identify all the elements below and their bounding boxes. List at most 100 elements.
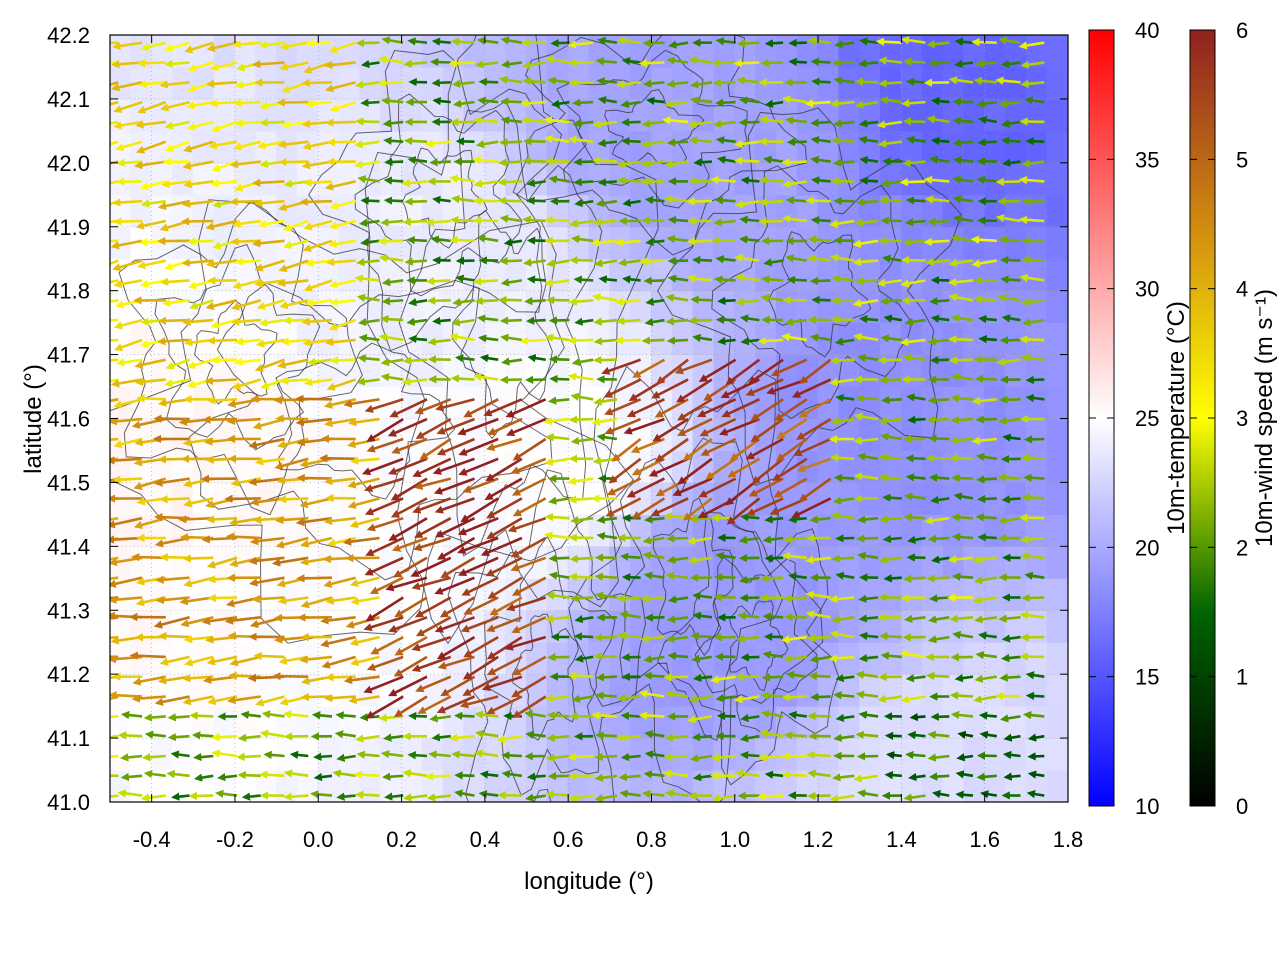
wind-arrow bbox=[977, 533, 997, 542]
temperature-cell bbox=[171, 705, 194, 739]
wind-arrow bbox=[883, 574, 902, 583]
temperature-cell bbox=[650, 258, 673, 292]
wind-arrow bbox=[597, 178, 618, 187]
temperature-cell bbox=[1046, 386, 1068, 419]
wind-arrow bbox=[381, 96, 404, 106]
temperature-cell bbox=[838, 130, 861, 164]
wind-arrow bbox=[519, 336, 546, 346]
temperature-cell bbox=[775, 290, 798, 324]
temperature-cell bbox=[984, 545, 1007, 579]
wind-arrow bbox=[594, 752, 617, 762]
temperature-cell bbox=[567, 449, 590, 483]
temperature-cell bbox=[734, 130, 757, 164]
wind-arrow bbox=[157, 316, 190, 325]
temperature-cell bbox=[567, 418, 590, 451]
temperature-colorbar-title: 10m-temperature (°C) bbox=[1163, 301, 1190, 535]
wind-arrow bbox=[828, 654, 855, 663]
temperature-cell bbox=[567, 705, 590, 739]
wind-arrow bbox=[1018, 215, 1045, 225]
wind-arrow bbox=[237, 770, 261, 780]
temperature-cell bbox=[713, 737, 736, 771]
wind-arrow bbox=[568, 78, 594, 88]
wind-arrow bbox=[711, 58, 736, 68]
wind-arrow bbox=[926, 574, 950, 583]
wind-arrow bbox=[805, 196, 831, 205]
wind-arrow bbox=[272, 672, 309, 681]
wind-arrow bbox=[757, 792, 784, 801]
wind-arrow bbox=[499, 316, 522, 325]
wind-arrow bbox=[666, 138, 689, 147]
wind-arrow bbox=[193, 752, 214, 762]
temperature-cell bbox=[630, 577, 652, 611]
temperature-cell bbox=[942, 418, 965, 451]
temperature-cell bbox=[463, 449, 486, 483]
wind-arrow bbox=[1000, 136, 1021, 145]
temperature-cell bbox=[838, 162, 861, 196]
wind-arrow bbox=[279, 376, 309, 386]
wind-arrow bbox=[167, 732, 190, 742]
wind-arrow bbox=[278, 157, 309, 167]
temperature-cell bbox=[505, 194, 528, 228]
temperature-cell bbox=[796, 290, 819, 324]
wind-arrow bbox=[923, 78, 950, 87]
wind-arrow bbox=[178, 515, 214, 524]
wind-arrow bbox=[383, 176, 404, 185]
wind-arrow bbox=[591, 711, 617, 720]
wind-arrow bbox=[189, 711, 214, 720]
wind-arrow bbox=[859, 176, 879, 185]
temperature-cell bbox=[317, 769, 340, 802]
temperature-cell bbox=[609, 290, 632, 324]
wind-arrow bbox=[643, 671, 665, 680]
temperature-cell bbox=[151, 577, 173, 611]
temperature-cell bbox=[859, 386, 882, 419]
temperature-cell bbox=[755, 130, 777, 164]
temperature-cell bbox=[671, 545, 694, 579]
wind-arrow bbox=[907, 415, 926, 424]
wind-arrow bbox=[296, 473, 333, 483]
wind-arrow bbox=[204, 376, 238, 386]
temperature-cell bbox=[255, 545, 278, 579]
wind-arrow bbox=[595, 731, 617, 740]
wind-arrow bbox=[498, 158, 522, 167]
temperature-cell bbox=[546, 418, 569, 451]
temperature-cell bbox=[588, 705, 611, 739]
x-tick-label: 0.2 bbox=[386, 827, 417, 852]
wind-arrow bbox=[645, 237, 665, 247]
temperature-cell bbox=[192, 130, 215, 164]
wind-arrow bbox=[855, 394, 879, 403]
temperature-cell bbox=[505, 769, 528, 802]
wind-arrow bbox=[927, 396, 950, 405]
temperature-cell bbox=[1005, 226, 1027, 260]
y-tick-label: 42.1 bbox=[47, 87, 90, 112]
wind-arrow bbox=[1002, 433, 1021, 442]
temperature-cell bbox=[401, 290, 423, 324]
temperature-cell bbox=[171, 322, 194, 356]
wind-arrow bbox=[951, 473, 974, 483]
temperature-cell bbox=[192, 705, 215, 739]
x-tick-label: 0.6 bbox=[553, 827, 584, 852]
wind-arrow bbox=[740, 176, 760, 185]
wind-arrow bbox=[923, 237, 950, 247]
wind-arrow bbox=[275, 414, 309, 423]
temperature-cell bbox=[505, 98, 528, 132]
temperature-cell bbox=[838, 418, 861, 451]
temperature-cell bbox=[213, 577, 236, 611]
temperature-cell bbox=[984, 162, 1007, 196]
wind-arrow bbox=[1027, 770, 1045, 779]
wind-arrow bbox=[835, 534, 855, 543]
temperature-cell bbox=[213, 386, 236, 419]
wind-arrow bbox=[878, 515, 902, 524]
wind-arrow bbox=[570, 594, 594, 603]
temperature-cell bbox=[775, 162, 798, 196]
temperature-cell bbox=[110, 705, 132, 739]
temperature-cell bbox=[276, 130, 298, 164]
temperature-cell bbox=[401, 162, 423, 196]
wind-arrow bbox=[878, 196, 902, 205]
temperature-cell bbox=[796, 545, 819, 579]
temperature-cell bbox=[317, 290, 340, 324]
wind-arrow bbox=[833, 691, 855, 700]
wind-arrow bbox=[283, 792, 309, 801]
wind-arrow bbox=[354, 790, 380, 799]
temperature-cell bbox=[817, 449, 840, 483]
wind-arrow bbox=[383, 136, 404, 145]
